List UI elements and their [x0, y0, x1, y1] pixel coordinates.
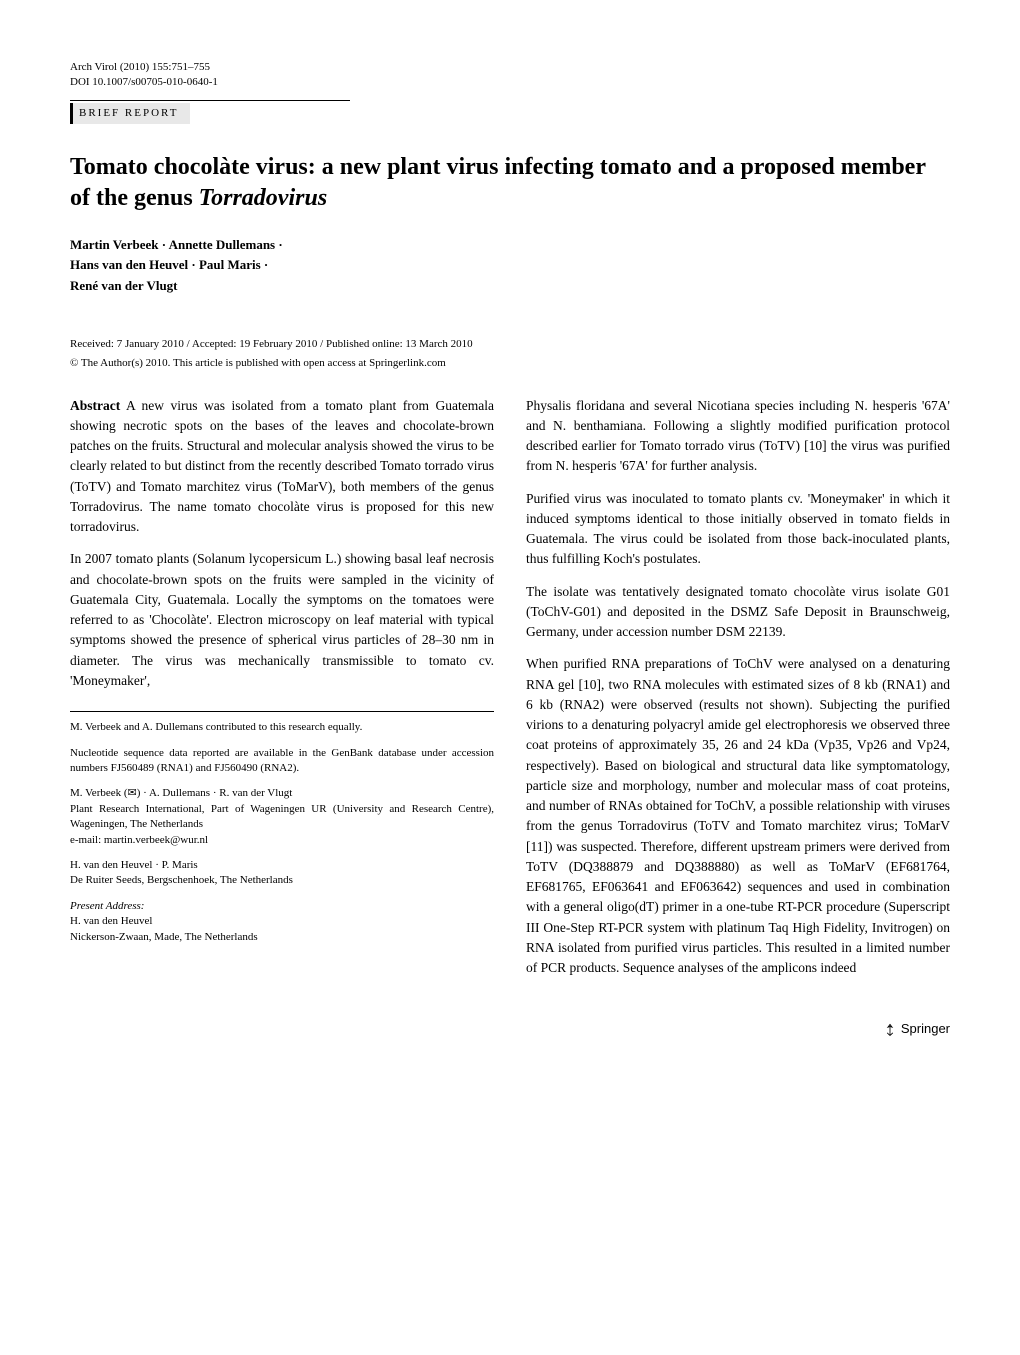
right-p2: Purified virus was inoculated to tomato … [526, 489, 950, 570]
page-footer: Springer [70, 1020, 950, 1038]
article-title: Tomato chocolàte virus: a new plant viru… [70, 152, 950, 214]
journal-meta: Arch Virol (2010) 155:751–755 DOI 10.100… [70, 60, 950, 91]
authors-line-1: Martin Verbeek · Annette Dullemans · [70, 235, 950, 256]
present-name: H. van den Heuvel [70, 915, 152, 927]
springer-logo-icon [883, 1023, 897, 1037]
doi-line: DOI 10.1007/s00705-010-0640-1 [70, 75, 950, 90]
title-genus: Torradovirus [199, 185, 327, 211]
abstract-label: Abstract [70, 398, 120, 413]
footnotes-block: M. Verbeek and A. Dullemans contributed … [70, 711, 494, 945]
aff1-names: M. Verbeek (✉) · A. Dullemans · R. van d… [70, 787, 292, 799]
right-column: Physalis floridana and several Nicotiana… [526, 396, 950, 991]
present-address: Present Address: H. van den Heuvel Nicke… [70, 899, 494, 945]
publication-dates: Received: 7 January 2010 / Accepted: 19 … [70, 337, 950, 352]
left-column: Abstract A new virus was isolated from a… [70, 396, 494, 991]
right-p4: When purified RNA preparations of ToChV … [526, 654, 950, 978]
authors-line-3: René van der Vlugt [70, 276, 950, 297]
intro-paragraph: In 2007 tomato plants (Solanum lycopersi… [70, 549, 494, 691]
affiliation-2: H. van den Heuvel · P. Maris De Ruiter S… [70, 858, 494, 889]
present-label: Present Address: [70, 900, 144, 912]
aff1-email: e-mail: martin.verbeek@wur.nl [70, 834, 208, 846]
abstract-paragraph: Abstract A new virus was isolated from a… [70, 396, 494, 538]
article-type-tag: BRIEF REPORT [70, 103, 190, 124]
right-p1: Physalis floridana and several Nicotiana… [526, 396, 950, 477]
present-org: Nickerson-Zwaan, Made, The Netherlands [70, 931, 258, 943]
aff2-names: H. van den Heuvel · P. Maris [70, 859, 198, 871]
authors-line-2: Hans van den Heuvel · Paul Maris · [70, 255, 950, 276]
license-line: © The Author(s) 2010. This article is pu… [70, 356, 950, 371]
abstract-text: A new virus was isolated from a tomato p… [70, 398, 494, 535]
aff2-org: De Ruiter Seeds, Bergschenhoek, The Neth… [70, 874, 293, 886]
journal-line: Arch Virol (2010) 155:751–755 [70, 60, 950, 75]
right-p3: The isolate was tentatively designated t… [526, 582, 950, 643]
article-body: Abstract A new virus was isolated from a… [70, 396, 950, 991]
genbank-note: Nucleotide sequence data reported are av… [70, 746, 494, 777]
author-list: Martin Verbeek · Annette Dullemans · Han… [70, 235, 950, 297]
affiliation-1: M. Verbeek (✉) · A. Dullemans · R. van d… [70, 786, 494, 848]
aff1-org: Plant Research International, Part of Wa… [70, 803, 494, 830]
contribution-note: M. Verbeek and A. Dullemans contributed … [70, 720, 494, 735]
footer-brand: Springer [901, 1021, 950, 1036]
